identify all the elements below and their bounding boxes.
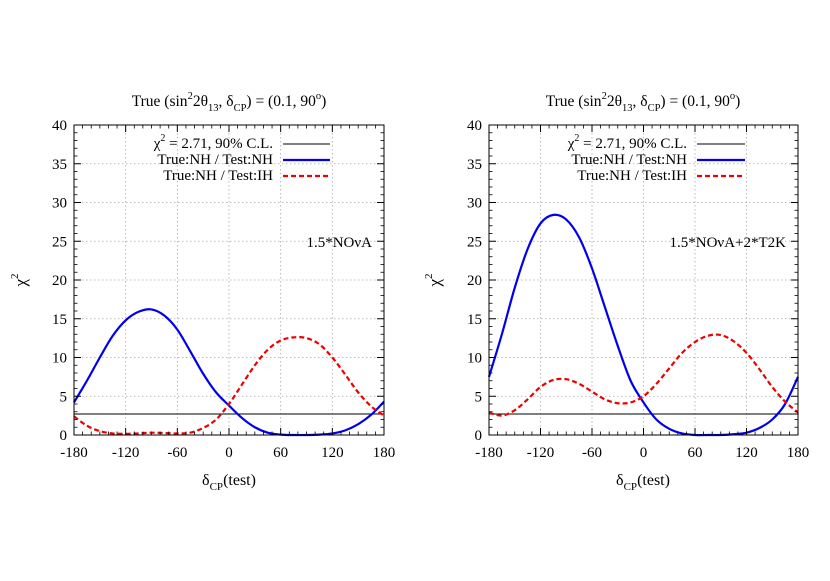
ticks: -180 -120 -60 0 60 120 180 0 5 10 15 20 25 30 35 40 <box>467 118 809 461</box>
y-tick-label: 10 <box>52 351 67 367</box>
legend: χ2 = 2.71, 90% C.L. True:NH / Test:NH Tr… <box>153 133 330 184</box>
x-tick-label: 180 <box>787 445 810 461</box>
x-tick-label: -120 <box>112 445 140 461</box>
x-tick-label: 120 <box>321 445 344 461</box>
y-tick-label: 15 <box>52 312 67 328</box>
y-tick-label: 25 <box>52 234 67 250</box>
legend-label-cl: χ2 = 2.71, 90% C.L. <box>567 133 687 152</box>
y-axis-label: χ2 <box>9 273 30 287</box>
y-tick-label: 40 <box>52 118 67 134</box>
chart-annotation: 1.5*NOνA+2*T2K <box>670 235 787 251</box>
chart-title: True (sin22θ13, δCP) = (0.1, 90o) <box>132 91 327 114</box>
y-tick-label: 10 <box>467 351 482 367</box>
x-tick-label: -120 <box>527 445 555 461</box>
x-axis-label: δCP(test) <box>616 472 670 493</box>
grid <box>489 125 798 435</box>
chart-panel-right: True (sin22θ13, δCP) = (0.1, 90o) -180 -1… <box>423 91 809 493</box>
x-tick-label: 60 <box>273 445 288 461</box>
y-tick-label: 0 <box>475 428 483 444</box>
y-tick-label: 20 <box>467 273 482 289</box>
y-tick-label: 35 <box>467 157 482 173</box>
legend-label-ih: True:NH / Test:IH <box>577 168 687 184</box>
series-layer <box>73 308 385 437</box>
legend-label-ih: True:NH / Test:IH <box>163 168 273 184</box>
y-tick-label: 35 <box>52 157 67 173</box>
series-line-ih <box>488 333 799 417</box>
x-tick-label: 0 <box>640 445 648 461</box>
y-tick-label: 30 <box>52 196 67 212</box>
chart-title: True (sin22θ13, δCP) = (0.1, 90o) <box>546 91 741 114</box>
y-tick-label: 30 <box>467 196 482 212</box>
x-tick-label: -60 <box>582 445 602 461</box>
x-tick-label: -60 <box>167 445 187 461</box>
x-tick-label: -180 <box>475 445 503 461</box>
y-tick-label: 0 <box>60 428 68 444</box>
x-tick-label: 0 <box>225 445 233 461</box>
y-tick-label: 40 <box>467 118 482 134</box>
y-tick-label: 5 <box>60 389 68 405</box>
series-line-nh <box>73 308 385 437</box>
x-tick-label: 180 <box>373 445 396 461</box>
legend-label-nh: True:NH / Test:NH <box>571 152 687 168</box>
x-tick-label: 60 <box>688 445 703 461</box>
ticks: -180 -120 -60 0 60 120 180 0 5 10 15 20 25 30 35 40 <box>52 118 395 461</box>
chart-annotation: 1.5*NOνA <box>306 235 372 251</box>
y-tick-label: 15 <box>467 312 482 328</box>
legend: χ2 = 2.71, 90% C.L. True:NH / Test:NH Tr… <box>567 133 745 184</box>
x-axis-label: δCP(test) <box>202 472 256 493</box>
y-tick-label: 5 <box>475 389 483 405</box>
legend-label-cl: χ2 = 2.71, 90% C.L. <box>153 133 273 152</box>
y-axis-label: χ2 <box>423 273 444 287</box>
chart-panel-left: True (sin22θ13, δCP) = (0.1, 90o) -180 -1… <box>9 91 395 493</box>
x-tick-label: -180 <box>60 445 88 461</box>
y-tick-label: 20 <box>52 273 67 289</box>
legend-label-nh: True:NH / Test:NH <box>157 152 273 168</box>
y-tick-label: 25 <box>467 234 482 250</box>
x-tick-label: 120 <box>735 445 758 461</box>
